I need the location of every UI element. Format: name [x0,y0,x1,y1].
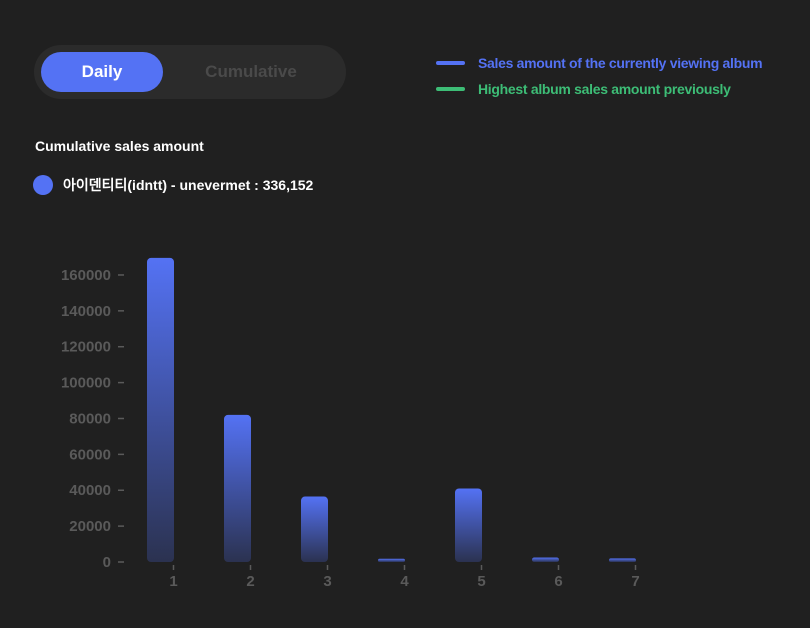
bar-2[interactable] [224,414,251,562]
bar-5[interactable] [455,488,482,562]
y-axis: 0 20000 40000 60000 80000 100000 120000 140000 1… [61,267,124,571]
legend-item-highest: Highest album sales amount previously [436,76,762,102]
bar-3[interactable] [301,496,328,562]
y-tick-label: 40000 [69,482,111,499]
y-tick-label: 0 [103,554,111,571]
bar-1[interactable] [147,257,174,562]
x-tick-label: 2 [246,573,254,590]
cumulative-toggle-button[interactable]: Cumulative [205,62,297,81]
x-tick-label: 7 [631,573,639,590]
x-axis: 1 2 3 4 5 6 7 [169,565,640,590]
x-tick-label: 3 [323,573,331,590]
y-tick-label: 60000 [69,446,111,463]
bar-4[interactable] [378,558,405,562]
legend-swatch-highest [436,87,465,91]
chart-legend: Sales amount of the currently viewing al… [436,50,763,102]
x-tick-label: 1 [169,573,177,590]
legend-label-highest: Highest album sales amount previously [478,81,731,97]
bar-7[interactable] [609,558,636,562]
y-tick-label: 160000 [61,267,111,284]
album-color-dot [33,175,53,195]
x-tick-label: 5 [477,573,485,590]
y-tick-label: 140000 [61,303,111,320]
legend-label-current: Sales amount of the currently viewing al… [478,55,763,71]
bar-6[interactable] [532,557,559,562]
section-title: Cumulative sales amount [35,138,204,154]
legend-item-current: Sales amount of the currently viewing al… [436,50,763,76]
y-tick-label: 80000 [69,410,111,427]
x-tick-label: 4 [400,573,409,590]
y-tick-label: 100000 [61,375,111,392]
y-tick-label: 20000 [69,518,111,535]
view-toggle: Daily Cumulative [34,45,346,99]
legend-swatch-current [436,61,465,65]
x-tick-label: 6 [554,573,562,590]
album-summary-text: 아이덴티티(idntt) - unevermet : 336,152 [63,177,314,193]
y-tick-label: 120000 [61,339,111,356]
bars [147,257,636,562]
daily-toggle-button[interactable]: Daily [41,52,163,92]
album-summary: 아이덴티티(idntt) - unevermet : 336,152 [33,175,313,195]
